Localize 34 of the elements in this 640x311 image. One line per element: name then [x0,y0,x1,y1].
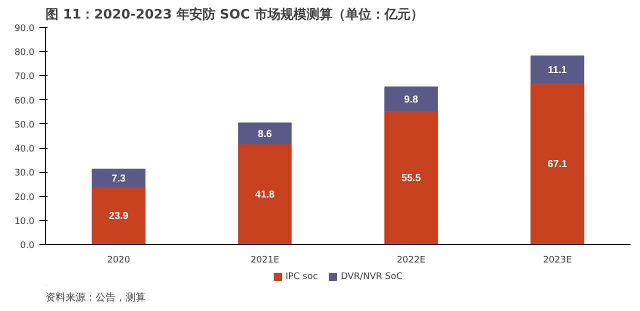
data-label: 41.8 [255,190,276,201]
bar [384,110,438,244]
bar [238,122,292,144]
data-label: 7.3 [112,174,126,185]
y-tick-label: 50.0 [14,120,35,130]
bar [384,86,438,112]
data-label: 11.1 [548,64,568,76]
chart-title: 图 11：2020-2023 年安防 SOC 市场规模测算（单位：亿元） [46,6,424,22]
y-tick-label: 0.0 [20,241,35,251]
bar [92,186,146,244]
y-tick-label: 80.0 [14,48,35,58]
x-tick-label: 2021E [250,256,280,266]
legend-label: DVR/NVR SoC [340,272,403,282]
y-tick-label: 60.0 [14,96,35,106]
bar [530,55,584,84]
data-label: 23.9 [108,211,129,222]
legend-label: IPC soc [285,272,318,282]
x-tick-label: 2020 [107,256,130,266]
y-tick-label: 20.0 [14,192,35,203]
y-tick-label: 40.0 [14,144,35,155]
data-label: 9.8 [404,94,419,106]
y-tick-label: 10.0 [14,216,35,227]
text: 资料来源：公告，测算 [46,292,146,304]
bar [238,143,292,244]
data-label: 67.1 [548,159,568,170]
data-label: 8.6 [258,128,272,140]
y-tick-label: 30.0 [14,168,35,179]
y-tick-label: 70.0 [14,72,35,82]
x-tick-label: 2023E [543,256,572,266]
data-label: 55.5 [401,173,422,184]
bar [530,82,584,244]
bar [92,168,146,188]
y-tick-label: 90.0 [14,24,35,34]
x-tick-label: 2022E [396,256,426,266]
